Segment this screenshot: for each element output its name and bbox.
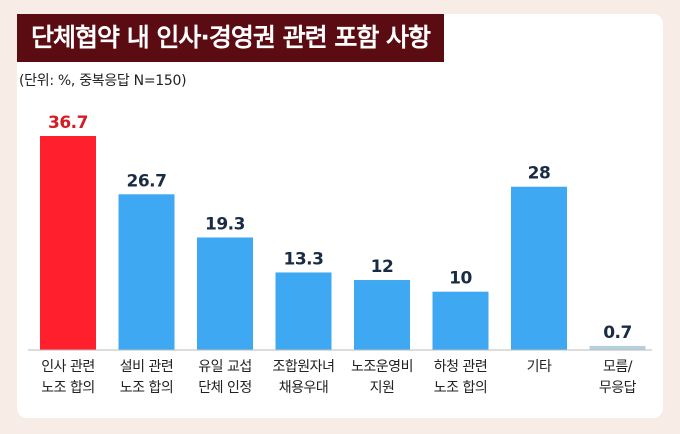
bar-0 bbox=[40, 136, 96, 350]
category-label-7-0: 모름/ bbox=[603, 359, 633, 375]
bar-1 bbox=[118, 194, 175, 350]
category-label-4-0: 노조운영비 bbox=[351, 359, 413, 375]
value-label-1: 26.7 bbox=[127, 171, 167, 191]
category-label-1-1: 노조 합의 bbox=[120, 380, 173, 396]
bar-2 bbox=[197, 237, 253, 350]
value-label-7: 0.7 bbox=[603, 323, 632, 343]
category-label-5-1: 노조 합의 bbox=[434, 380, 487, 396]
category-label-3-1: 채용우대 bbox=[279, 380, 329, 396]
chart-subtitle: (단위: %, 중복응답 N=150) bbox=[19, 73, 187, 89]
category-label-0-0: 인사 관련 bbox=[41, 359, 94, 375]
bar-4 bbox=[354, 280, 410, 350]
category-label-2-1: 단체 인정 bbox=[198, 380, 251, 396]
value-label-2: 19.3 bbox=[205, 214, 245, 234]
chart-title: 단체협약 내 인사·경영권 관련 포함 사항 bbox=[17, 14, 445, 62]
category-label-3-0: 조합원자녀 bbox=[273, 359, 335, 375]
value-label-3: 13.3 bbox=[284, 249, 324, 269]
category-label-1-0: 설비 관련 bbox=[120, 359, 173, 375]
category-label-5-0: 하청 관련 bbox=[434, 359, 487, 375]
category-label-4-1: 지원 bbox=[370, 380, 395, 396]
value-label-6: 28 bbox=[528, 164, 551, 184]
bar-7 bbox=[589, 345, 646, 350]
category-label-0-1: 노조 합의 bbox=[41, 380, 94, 396]
category-label-6-0: 기타 bbox=[527, 359, 552, 375]
category-label-2-0: 유일 교섭 bbox=[198, 359, 251, 375]
bar-5 bbox=[432, 291, 489, 350]
value-label-5: 10 bbox=[449, 269, 472, 289]
value-label-4: 12 bbox=[371, 257, 394, 277]
category-label-7-1: 무응답 bbox=[599, 380, 637, 396]
bar-3 bbox=[275, 272, 332, 350]
bar-6 bbox=[511, 186, 567, 350]
value-label-0: 36.7 bbox=[48, 113, 88, 133]
